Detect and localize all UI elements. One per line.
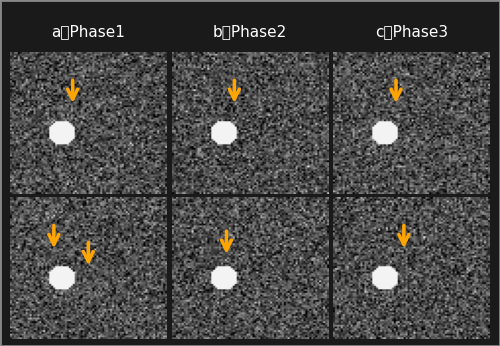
Text: c：Phase3: c：Phase3 — [375, 24, 448, 39]
Text: a：Phase1: a：Phase1 — [52, 24, 126, 39]
Text: b：Phase2: b：Phase2 — [213, 24, 287, 39]
